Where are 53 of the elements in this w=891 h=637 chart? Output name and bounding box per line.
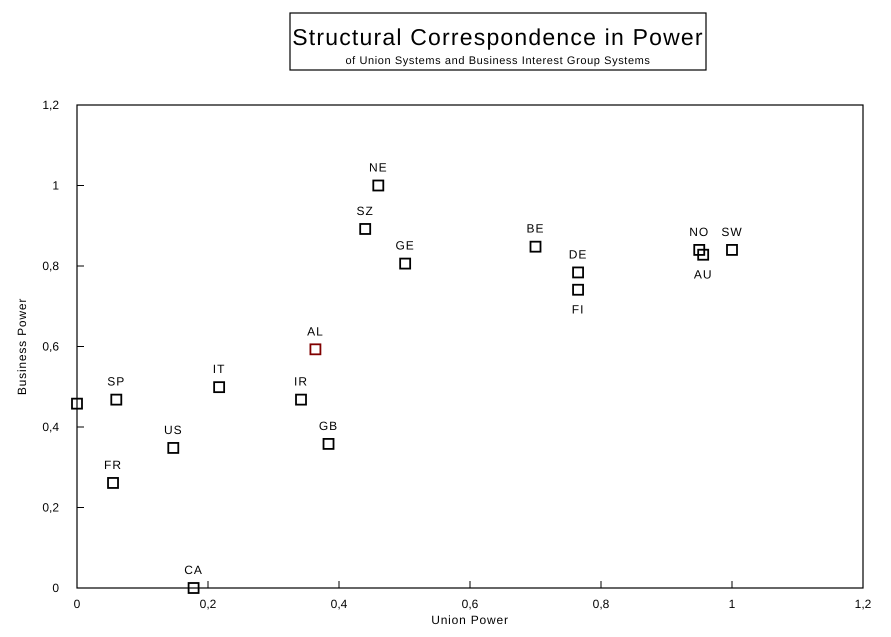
- data-label: IT: [212, 362, 226, 376]
- y-axis-title: Business Power: [15, 298, 29, 396]
- x-tick-label: 0,4: [330, 597, 348, 611]
- data-label: AL: [307, 324, 324, 338]
- data-label: GE: [395, 238, 415, 253]
- data-label: US: [164, 422, 183, 437]
- data-label: GB: [318, 418, 338, 433]
- y-tick-label: 0: [52, 581, 60, 595]
- chart-title: Structural Correspondence in Power: [292, 24, 704, 50]
- y-tick-label: 1,2: [42, 98, 60, 112]
- x-tick-label: 0: [74, 597, 81, 611]
- y-tick-label: 0,6: [42, 340, 60, 354]
- point: [213, 381, 226, 394]
- point: [167, 442, 180, 454]
- point: [697, 248, 710, 261]
- point: [530, 240, 542, 253]
- data-label: DE: [568, 247, 588, 262]
- data-label: AU: [694, 268, 713, 282]
- point: [359, 223, 372, 235]
- x-tick-label: 0,8: [592, 597, 610, 611]
- x-axis-title: Union Power: [431, 613, 509, 627]
- point: [372, 180, 384, 192]
- data-label: CA: [184, 563, 203, 577]
- data-label: NO: [689, 224, 710, 239]
- chart-subtitle: of Union Systems and Business Interest Group Systems: [345, 55, 651, 67]
- point: [188, 582, 200, 594]
- point: [572, 266, 584, 278]
- x-tick-label: 0,6: [462, 597, 479, 611]
- point: [322, 438, 334, 450]
- x-tick-label: 1: [728, 597, 736, 611]
- y-tick-label: 1: [52, 178, 60, 192]
- point: [107, 477, 119, 489]
- data-label: IR: [294, 374, 308, 389]
- data-label: FR: [104, 458, 122, 472]
- y-tick-label: 0,8: [42, 259, 60, 273]
- y-tick-label: 0,2: [42, 500, 60, 514]
- point: [693, 244, 706, 256]
- point: [572, 284, 584, 296]
- data-label: SZ: [356, 204, 374, 218]
- data-label: SP: [107, 374, 126, 389]
- point: [295, 394, 307, 406]
- data-label: FI: [572, 302, 584, 317]
- point: [310, 343, 322, 356]
- data-label: NE: [368, 160, 388, 174]
- point: [399, 258, 412, 270]
- x-tick-label: 0,2: [200, 597, 217, 611]
- point: [110, 394, 122, 406]
- point: [71, 398, 83, 410]
- data-label: SW: [721, 224, 743, 239]
- y-tick-label: 0,4: [42, 420, 60, 434]
- point: [726, 244, 738, 256]
- x-tick-label: 1,2: [854, 597, 872, 611]
- data-label: BE: [526, 222, 545, 236]
